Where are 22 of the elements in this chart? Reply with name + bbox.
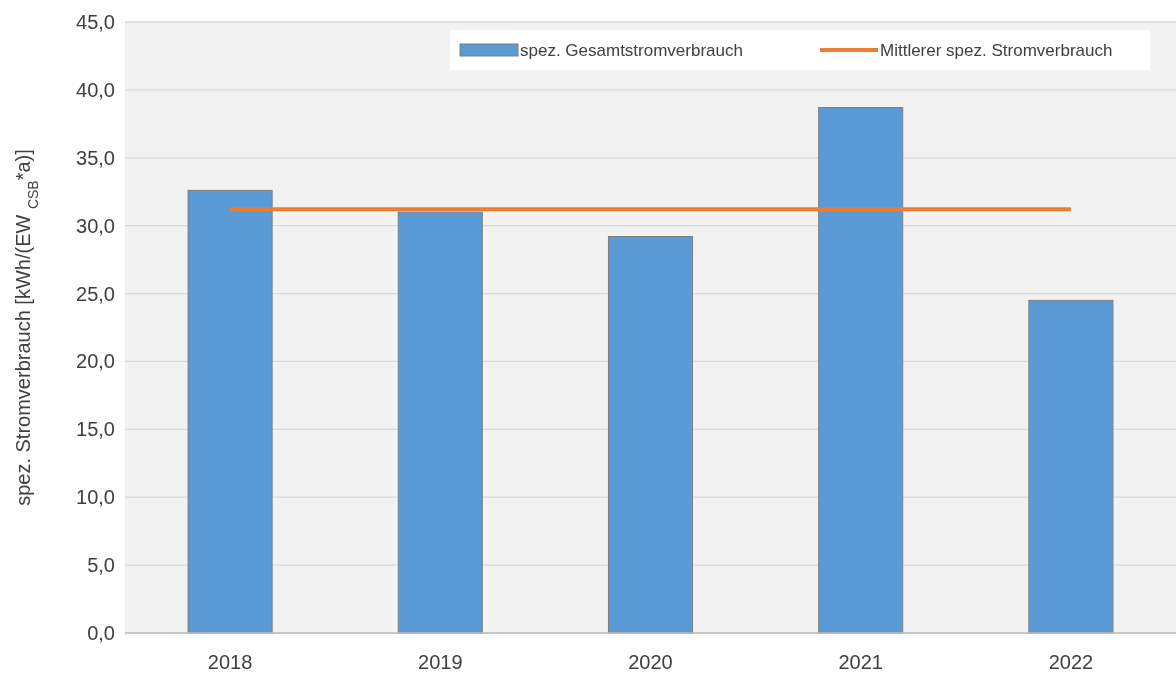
- x-tick-label: 2020: [628, 651, 673, 673]
- y-tick-label: 15,0: [76, 418, 115, 441]
- bar: [1028, 299, 1114, 634]
- y-tick-label: 0,0: [87, 622, 115, 644]
- x-tick-label: 2021: [838, 651, 883, 673]
- bar: [607, 236, 694, 634]
- legend-label: Mittlerer spez. Stromverbrauch: [880, 40, 1113, 60]
- y-tick-label: 5,0: [87, 554, 115, 577]
- y-tick-label: 20,0: [76, 350, 115, 373]
- bar: [187, 189, 273, 634]
- y-tick-label: 25,0: [76, 282, 115, 305]
- legend-label: spez. Gesamtstromverbrauch: [520, 40, 743, 60]
- y-tick-label: 40,0: [76, 78, 115, 101]
- y-tick-label: 30,0: [76, 214, 115, 237]
- y-tick-label: 35,0: [76, 146, 115, 169]
- x-tick-label: 2018: [207, 651, 253, 673]
- bar: [818, 107, 904, 634]
- x-tick-label: 2019: [418, 651, 463, 673]
- y-tick-label: 45,0: [76, 11, 115, 33]
- bar: [397, 211, 483, 634]
- y-tick-label: 10,0: [76, 486, 115, 509]
- x-tick-label: 2022: [1048, 651, 1094, 673]
